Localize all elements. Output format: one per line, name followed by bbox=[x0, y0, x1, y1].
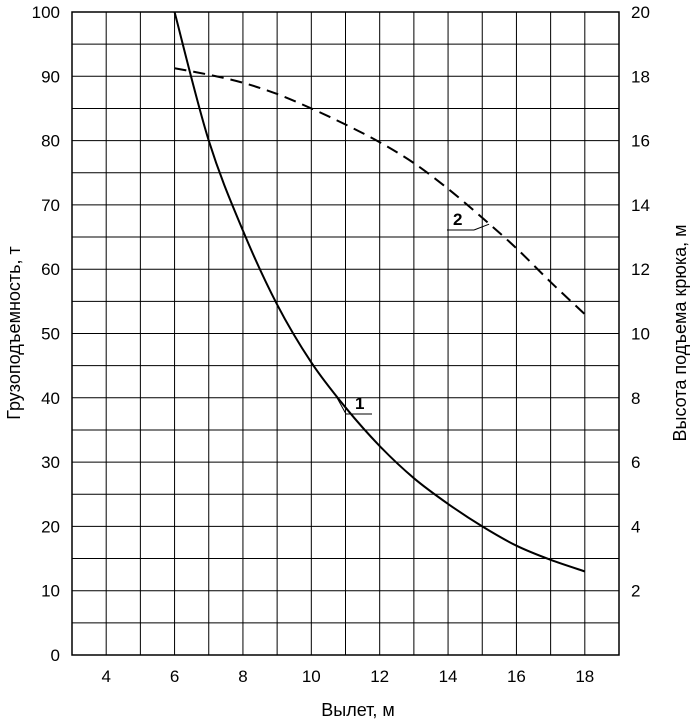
y-tick-label: 0 bbox=[51, 646, 60, 665]
series-2-line bbox=[174, 67, 586, 315]
y2-tick-label: 8 bbox=[631, 389, 640, 408]
y2-tick-label: 18 bbox=[631, 67, 650, 86]
plot-frame bbox=[71, 11, 620, 656]
x-tick-label: 16 bbox=[507, 667, 526, 686]
y2-axis-title: Высота подъема крюка, м bbox=[670, 225, 690, 442]
y2-tick-label: 10 bbox=[631, 325, 650, 344]
y2-tick-label: 16 bbox=[631, 132, 650, 151]
y-axis-title: Грузоподъемность, т bbox=[4, 246, 24, 420]
y-tick-label: 70 bbox=[41, 196, 60, 215]
series-2-label: 2 bbox=[453, 210, 462, 229]
tick-labels: 4 6 8 10 12 14 16 18010203040506070809010024681… bbox=[32, 3, 650, 686]
y2-tick-label: 2 bbox=[631, 582, 640, 601]
series-1-line bbox=[173, 11, 586, 573]
x-tick-label: 10 bbox=[302, 667, 321, 686]
y-tick-label: 40 bbox=[41, 389, 60, 408]
y2-tick-label: 6 bbox=[631, 453, 640, 472]
x-tick-label: 4 bbox=[101, 667, 110, 686]
x-tick-label: 8 bbox=[238, 667, 247, 686]
y-tick-label: 20 bbox=[41, 517, 60, 536]
series-lines bbox=[173, 11, 586, 573]
y-tick-label: 50 bbox=[41, 325, 60, 344]
y-tick-label: 80 bbox=[41, 132, 60, 151]
x-axis-title: Вылет, м bbox=[321, 700, 395, 720]
y-tick-label: 100 bbox=[32, 3, 60, 22]
y2-tick-label: 12 bbox=[631, 260, 650, 279]
series-2-label-leader bbox=[473, 223, 490, 231]
y2-tick-label: 4 bbox=[631, 517, 640, 536]
x-tick-label: 18 bbox=[575, 667, 594, 686]
y2-tick-label: 14 bbox=[631, 196, 650, 215]
grid bbox=[71, 11, 620, 656]
x-tick-label: 6 bbox=[170, 667, 179, 686]
x-tick-label: 14 bbox=[439, 667, 458, 686]
series-1-label: 1 bbox=[355, 394, 364, 413]
y-tick-label: 30 bbox=[41, 453, 60, 472]
y-tick-label: 90 bbox=[41, 67, 60, 86]
y-tick-label: 60 bbox=[41, 260, 60, 279]
y-tick-label: 10 bbox=[41, 582, 60, 601]
y2-tick-label: 20 bbox=[631, 3, 650, 22]
x-tick-label: 12 bbox=[370, 667, 389, 686]
series-1-label-leader bbox=[334, 394, 347, 415]
